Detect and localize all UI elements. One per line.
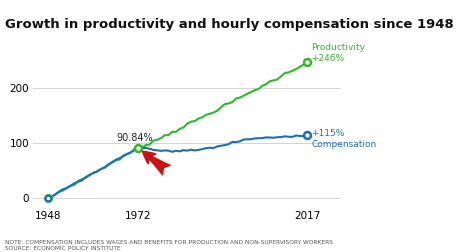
Text: +115%
Compensation: +115% Compensation (311, 129, 376, 149)
Text: Productivity
+246%: Productivity +246% (311, 43, 365, 63)
Text: Growth in productivity and hourly compensation since 1948: Growth in productivity and hourly compen… (5, 18, 454, 31)
Text: NOTE: COMPENSATION INCLUDES WAGES AND BENEFITS FOR PRODUCTION AND NON-SUPERVISOR: NOTE: COMPENSATION INCLUDES WAGES AND BE… (5, 240, 333, 251)
Text: 90.84%: 90.84% (116, 133, 153, 143)
